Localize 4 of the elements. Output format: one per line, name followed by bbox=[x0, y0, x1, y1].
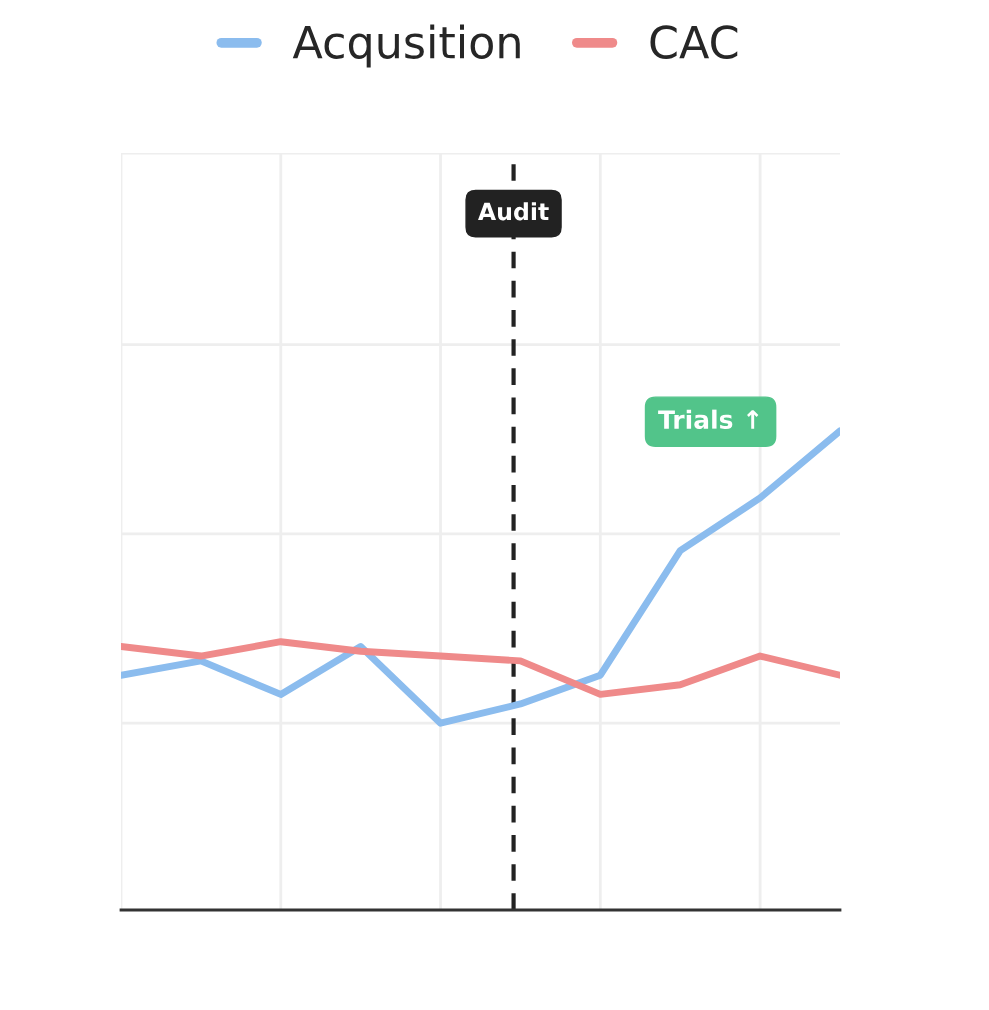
text: Audit bbox=[478, 202, 549, 221]
legend-label: CAC bbox=[650, 25, 738, 59]
text: Trials ↑ bbox=[658, 409, 759, 429]
legend-label: Acqusition bbox=[292, 24, 520, 68]
